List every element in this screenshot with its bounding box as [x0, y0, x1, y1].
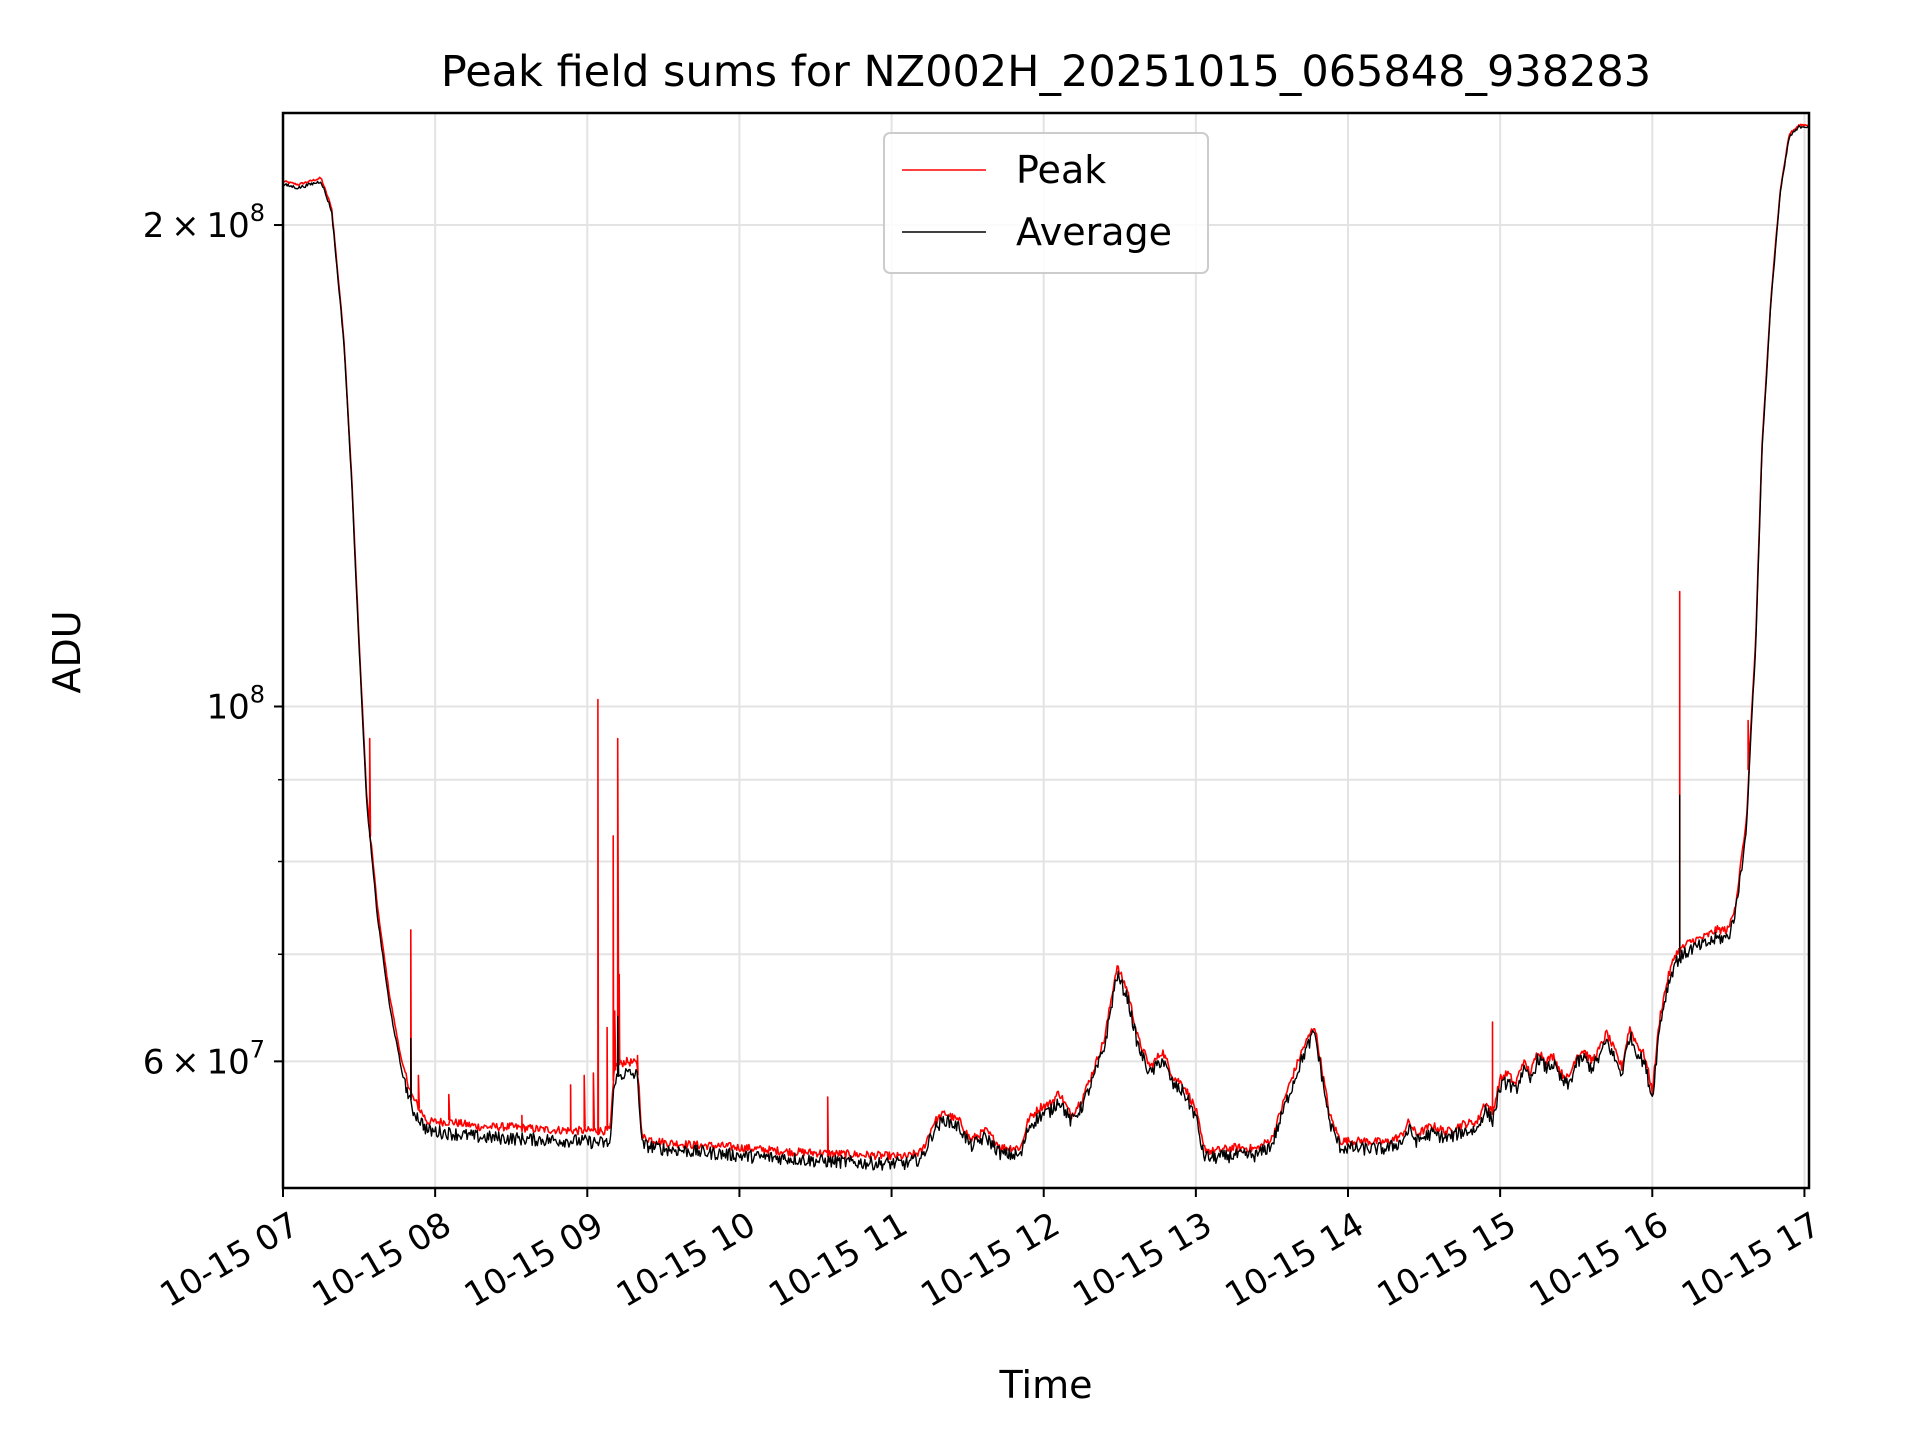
- legend: Peak Average: [883, 132, 1209, 274]
- y-tick-label: 2 × 108: [143, 199, 265, 246]
- legend-box: [883, 132, 1209, 274]
- plot-frame: [281, 111, 1811, 1190]
- y-tick-label: 108: [206, 681, 265, 728]
- peak-series-line: [282, 123, 1810, 1161]
- series-layer: [282, 123, 1810, 1171]
- y-axis-label: ADU: [45, 610, 89, 693]
- x-axis-label: Time: [999, 1363, 1093, 1407]
- legend-average-label: Average: [1016, 210, 1172, 254]
- legend-peak-label: Peak: [1016, 148, 1106, 192]
- chart-title: Peak field sums for NZ002H_20251015_0658…: [441, 47, 1651, 97]
- average-series-line: [282, 125, 1810, 1171]
- y-tick-label: 6 × 107: [143, 1035, 265, 1082]
